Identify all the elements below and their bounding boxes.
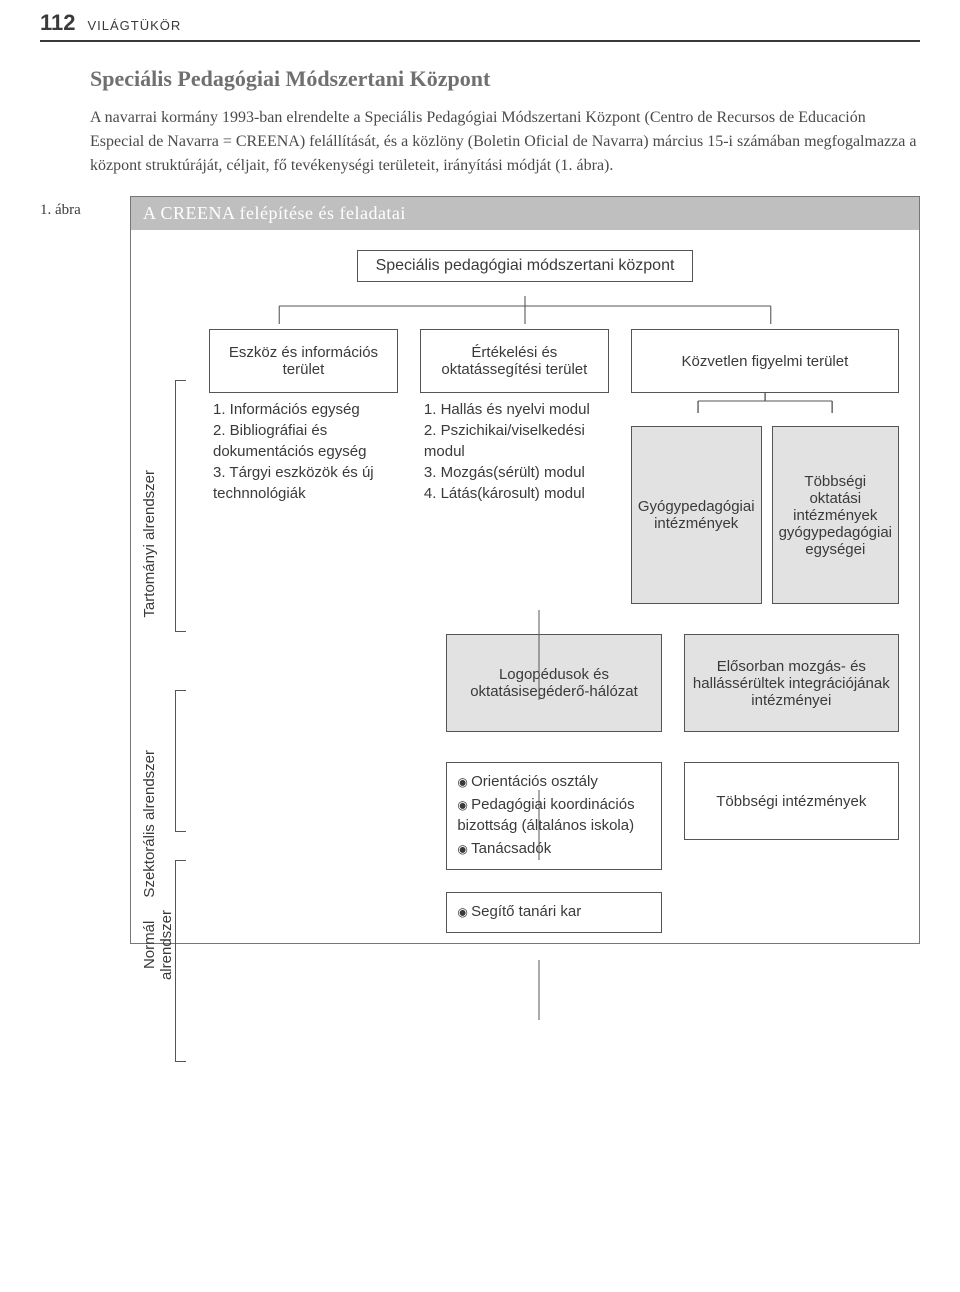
vlabel-normal: Normál alrendszer xyxy=(141,910,175,980)
list-item: 2. Pszichikai/viselkedési modul xyxy=(424,420,605,462)
area-2-list: 1. Hallás és nyelvi modul 2. Pszichikai/… xyxy=(420,393,609,506)
figure-body: Tartományi alrendszer Szektorális alrend… xyxy=(131,230,919,943)
sectoral-mid: Logopédusok és oktatásisegéderő-hálózat xyxy=(446,634,661,732)
list-item: 2. Bibliográfiai és dokumentációs egység xyxy=(213,420,394,462)
connector-area3 xyxy=(631,393,899,413)
sectoral-mid-box: Logopédusok és oktatásisegéderő-hálózat xyxy=(446,634,661,732)
area-3: Közvetlen figyelmi terület Gyógypedagógi… xyxy=(631,329,899,604)
list-item: 1. Hallás és nyelvi modul xyxy=(424,399,605,420)
list-item: 3. Mozgás(sérült) modul xyxy=(424,462,605,483)
normal-mid-extra-box: Segítő tanári kar xyxy=(446,892,661,933)
areas-row: Eszköz és információs terület 1. Informá… xyxy=(209,329,899,604)
list-item: 4. Látás(károsult) modul xyxy=(424,483,605,504)
area-1-title: Eszköz és információs terület xyxy=(209,329,398,393)
spacer xyxy=(209,634,424,732)
normal-mid: Orientációs osztály Pedagógiai koordinác… xyxy=(446,762,661,933)
area-3-title: Közvetlen figyelmi terület xyxy=(631,329,899,393)
figure-caption: 1. ábra xyxy=(40,196,130,219)
document-body: A navarrai kormány 1993-ban elrendelte a… xyxy=(90,106,920,178)
list-item: 1. Információs egység xyxy=(213,399,394,420)
bracket-sectoral xyxy=(175,690,186,832)
list-item: Pedagógiai koordinációs bizottság (által… xyxy=(457,794,650,836)
top-node: Speciális pedagógiai módszertani központ xyxy=(357,250,694,282)
bracket-provincial xyxy=(175,380,186,632)
list-item: Tanácsadók xyxy=(457,838,650,859)
list-item: Segítő tanári kar xyxy=(457,901,650,922)
normal-mid-list: Orientációs osztály Pedagógiai koordinác… xyxy=(457,771,650,859)
page: 112 VILÁGTÜKÖR Speciális Pedagógiai Móds… xyxy=(0,0,960,984)
page-header: 112 VILÁGTÜKÖR xyxy=(40,10,920,42)
normal-row: Orientációs osztály Pedagógiai koordinác… xyxy=(209,762,899,933)
list-item: Orientációs osztály xyxy=(457,771,650,792)
vlabel-provincial: Tartományi alrendszer xyxy=(141,470,158,618)
connector-top xyxy=(151,296,899,324)
figure-wrap: 1. ábra A CREENA felépítése és feladatai… xyxy=(40,196,920,944)
page-number: 112 xyxy=(40,10,76,36)
normal-mid-box: Orientációs osztály Pedagógiai koordinác… xyxy=(446,762,661,870)
vlabel-sectoral: Szektorális alrendszer xyxy=(141,750,158,898)
area-1: Eszköz és információs terület 1. Informá… xyxy=(209,329,398,604)
figure-title-bar: A CREENA felépítése és feladatai xyxy=(131,197,919,230)
document-title: Speciális Pedagógiai Módszertani Központ xyxy=(90,66,920,92)
list-item: 3. Tárgyi eszközök és új technnológiák xyxy=(213,462,394,504)
normal-mid-extra: Segítő tanári kar xyxy=(457,901,650,922)
spacer xyxy=(209,762,424,933)
sectoral-right: Elősorban mozgás- és hallássérültek inte… xyxy=(684,634,899,732)
area-3-sub2: Többségi oktatási intézmények gyógypedag… xyxy=(772,426,899,604)
area-3-sub1: Gyógypedagógiai intézmények xyxy=(631,426,762,604)
figure: A CREENA felépítése és feladatai Tartomá… xyxy=(130,196,920,944)
area-1-list: 1. Információs egység 2. Bibliográfiai é… xyxy=(209,393,398,506)
spacer xyxy=(446,870,661,892)
sectoral-row: Logopédusok és oktatásisegéderő-hálózat … xyxy=(209,634,899,732)
area-2-title: Értékelési és oktatássegítési terület xyxy=(420,329,609,393)
area-3-subboxes: Gyógypedagógiai intézmények Többségi okt… xyxy=(631,426,899,604)
bracket-normal xyxy=(175,860,186,1062)
sectoral-right-box: Elősorban mozgás- és hallássérültek inte… xyxy=(684,634,899,732)
normal-right-box: Többségi intézmények xyxy=(684,762,899,840)
page-section: VILÁGTÜKÖR xyxy=(88,18,182,33)
normal-right: Többségi intézmények xyxy=(684,762,899,933)
area-2: Értékelési és oktatássegítési terület 1.… xyxy=(420,329,609,604)
